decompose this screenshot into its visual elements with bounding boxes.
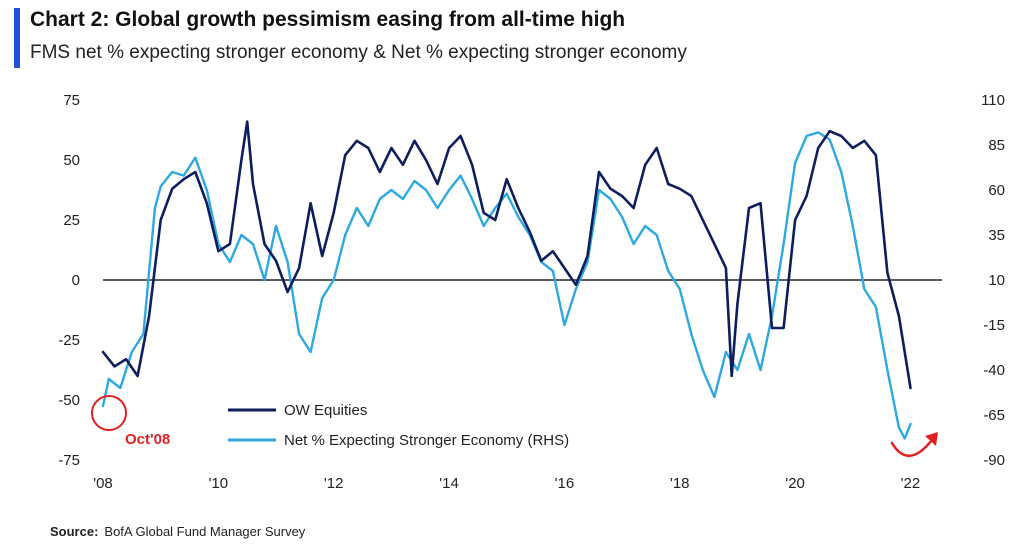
oct08-annotation-label: Oct'08	[125, 431, 170, 448]
y-right-tick-label: -15	[983, 317, 1005, 334]
y-left-tick-label: 25	[63, 212, 80, 229]
x-tick-label: '18	[670, 475, 690, 492]
source-note: Source: BofA Global Fund Manager Survey	[50, 524, 305, 539]
source-text: BofA Global Fund Manager Survey	[104, 524, 306, 539]
y-right-tick-label: 35	[988, 227, 1005, 244]
source-label: Source:	[50, 524, 99, 539]
y-right-tick-label: 110	[981, 92, 1005, 109]
legend-label-net-stronger-economy: Net % Expecting Stronger Economy (RHS)	[284, 432, 569, 449]
y-right-tick-label: -90	[983, 452, 1005, 469]
oct08-highlight-circle	[91, 395, 127, 431]
x-tick-label: '12	[324, 475, 344, 492]
x-tick-label: '08	[93, 475, 113, 492]
y-left-tick-label: -75	[58, 452, 80, 469]
chart-subtitle: FMS net % expecting stronger economy & N…	[30, 42, 687, 63]
x-tick-label: '16	[555, 475, 575, 492]
legend-label-ow-equities: OW Equities	[284, 402, 367, 419]
y-right-tick-label: 60	[988, 182, 1005, 199]
y-left-tick-label: -25	[58, 332, 80, 349]
y-right-tick-label: 85	[988, 137, 1005, 154]
x-tick-label: '14	[439, 475, 459, 492]
series-line-net-stronger-economy	[101, 131, 912, 440]
x-tick-label: '20	[785, 475, 805, 492]
y-left-tick-label: 50	[63, 152, 80, 169]
y-left-tick-label: 0	[72, 272, 80, 289]
y-left-tick-label: -50	[58, 392, 80, 409]
rebound-arrow-curve	[890, 438, 934, 457]
x-tick-label: '22	[901, 475, 921, 492]
y-right-tick-label: 10	[988, 272, 1005, 289]
chart-title: Chart 2: Global growth pessimism easing …	[30, 8, 626, 31]
y-right-tick-label: -40	[983, 362, 1005, 379]
series-line-ow-equities	[101, 120, 912, 390]
y-right-tick-label: -65	[983, 407, 1005, 424]
title-accent-bar	[14, 8, 20, 68]
x-tick-label: '10	[209, 475, 229, 492]
y-left-tick-label: 75	[63, 92, 80, 109]
rebound-arrow-head	[925, 432, 938, 446]
